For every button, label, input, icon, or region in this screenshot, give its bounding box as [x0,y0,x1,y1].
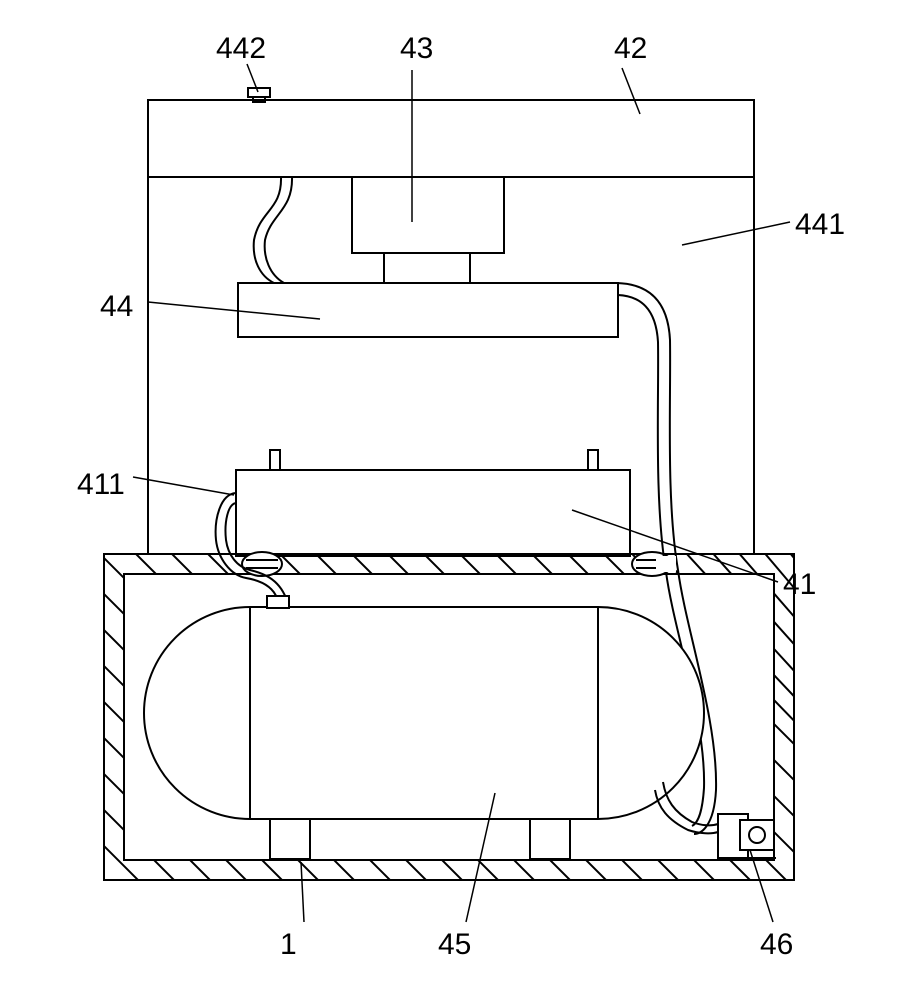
seal-left [242,552,282,576]
block-41 [236,450,630,556]
block-44 [238,283,618,337]
block-43 [352,177,504,283]
label-441: 441 [795,208,845,242]
label-43: 43 [400,32,433,66]
left-upper-tube [254,177,292,283]
label-1: 1 [280,928,297,962]
tank-45 [144,596,704,859]
label-45: 45 [438,928,471,962]
drawing-group [0,64,915,922]
label-46: 46 [760,928,793,962]
label-44: 44 [100,290,133,324]
label-411: 411 [77,468,125,502]
label-442: 442 [216,32,266,66]
label-41: 41 [783,568,816,602]
diagram-canvas [0,0,915,1000]
label-42: 42 [614,32,647,66]
